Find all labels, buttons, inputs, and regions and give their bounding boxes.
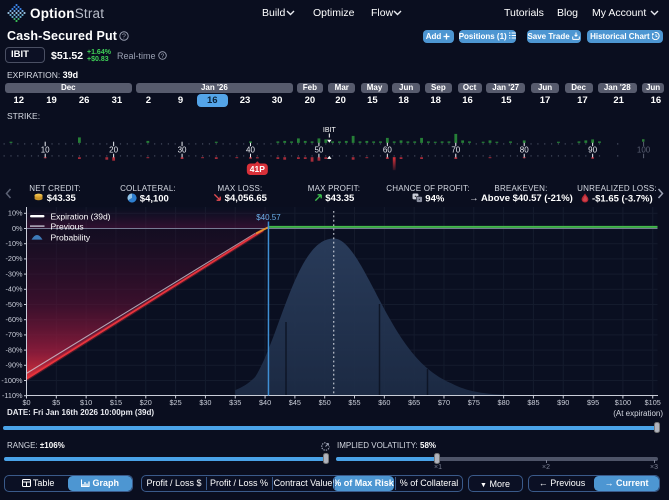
svg-text:Previous: Previous bbox=[51, 222, 84, 232]
svg-text:-10%: -10% bbox=[5, 239, 23, 248]
svg-text:80: 80 bbox=[520, 146, 529, 155]
svg-text:$80: $80 bbox=[498, 398, 510, 407]
svg-text:IBIT: IBIT bbox=[323, 127, 337, 134]
svg-text:$40.57: $40.57 bbox=[256, 213, 281, 222]
svg-text:-90%: -90% bbox=[5, 361, 23, 370]
svg-text:-100%: -100% bbox=[1, 376, 23, 385]
svg-text:30: 30 bbox=[178, 146, 187, 155]
svg-text:$90: $90 bbox=[557, 398, 569, 407]
svg-text:-110%: -110% bbox=[2, 391, 23, 400]
svg-text:20: 20 bbox=[109, 146, 118, 155]
svg-text:$105: $105 bbox=[645, 398, 661, 407]
svg-text:Probability: Probability bbox=[51, 233, 91, 243]
svg-text:$55: $55 bbox=[348, 398, 360, 407]
svg-text:$15: $15 bbox=[110, 398, 122, 407]
svg-text:$85: $85 bbox=[527, 398, 539, 407]
svg-text:-20%: -20% bbox=[5, 254, 23, 263]
svg-text:-60%: -60% bbox=[5, 315, 23, 324]
svg-text:$70: $70 bbox=[438, 398, 450, 407]
svg-text:$40: $40 bbox=[259, 398, 271, 407]
svg-text:$45: $45 bbox=[289, 398, 301, 407]
svg-text:50: 50 bbox=[314, 146, 323, 155]
svg-text:$50: $50 bbox=[319, 398, 331, 407]
svg-text:-80%: -80% bbox=[5, 345, 23, 354]
svg-text:$10: $10 bbox=[80, 398, 92, 407]
svg-text:$25: $25 bbox=[170, 398, 182, 407]
svg-text:$30: $30 bbox=[199, 398, 211, 407]
svg-text:-40%: -40% bbox=[5, 285, 23, 294]
svg-text:$100: $100 bbox=[615, 398, 631, 407]
svg-text:$65: $65 bbox=[408, 398, 420, 407]
svg-text:$35: $35 bbox=[229, 398, 241, 407]
svg-text:-50%: -50% bbox=[5, 300, 23, 309]
svg-text:-30%: -30% bbox=[5, 269, 23, 278]
svg-text:-70%: -70% bbox=[5, 330, 23, 339]
svg-text:?: ? bbox=[122, 34, 126, 41]
svg-text:Expiration (39d): Expiration (39d) bbox=[51, 212, 111, 222]
svg-text:100: 100 bbox=[637, 146, 651, 155]
svg-text:$60: $60 bbox=[378, 398, 390, 407]
svg-text:90: 90 bbox=[588, 146, 597, 155]
svg-text:$5: $5 bbox=[52, 398, 60, 407]
svg-text:$20: $20 bbox=[140, 398, 152, 407]
svg-text:41P: 41P bbox=[250, 164, 265, 174]
svg-text:70: 70 bbox=[451, 146, 460, 155]
svg-text:$75: $75 bbox=[468, 398, 480, 407]
svg-text:$95: $95 bbox=[587, 398, 599, 407]
svg-text:40: 40 bbox=[246, 146, 255, 155]
svg-text:60: 60 bbox=[383, 146, 392, 155]
svg-text:$0: $0 bbox=[22, 398, 30, 407]
svg-text:?: ? bbox=[161, 53, 165, 60]
svg-text:10: 10 bbox=[41, 146, 50, 155]
svg-text:10%: 10% bbox=[8, 209, 23, 218]
svg-text:0%: 0% bbox=[12, 224, 23, 233]
